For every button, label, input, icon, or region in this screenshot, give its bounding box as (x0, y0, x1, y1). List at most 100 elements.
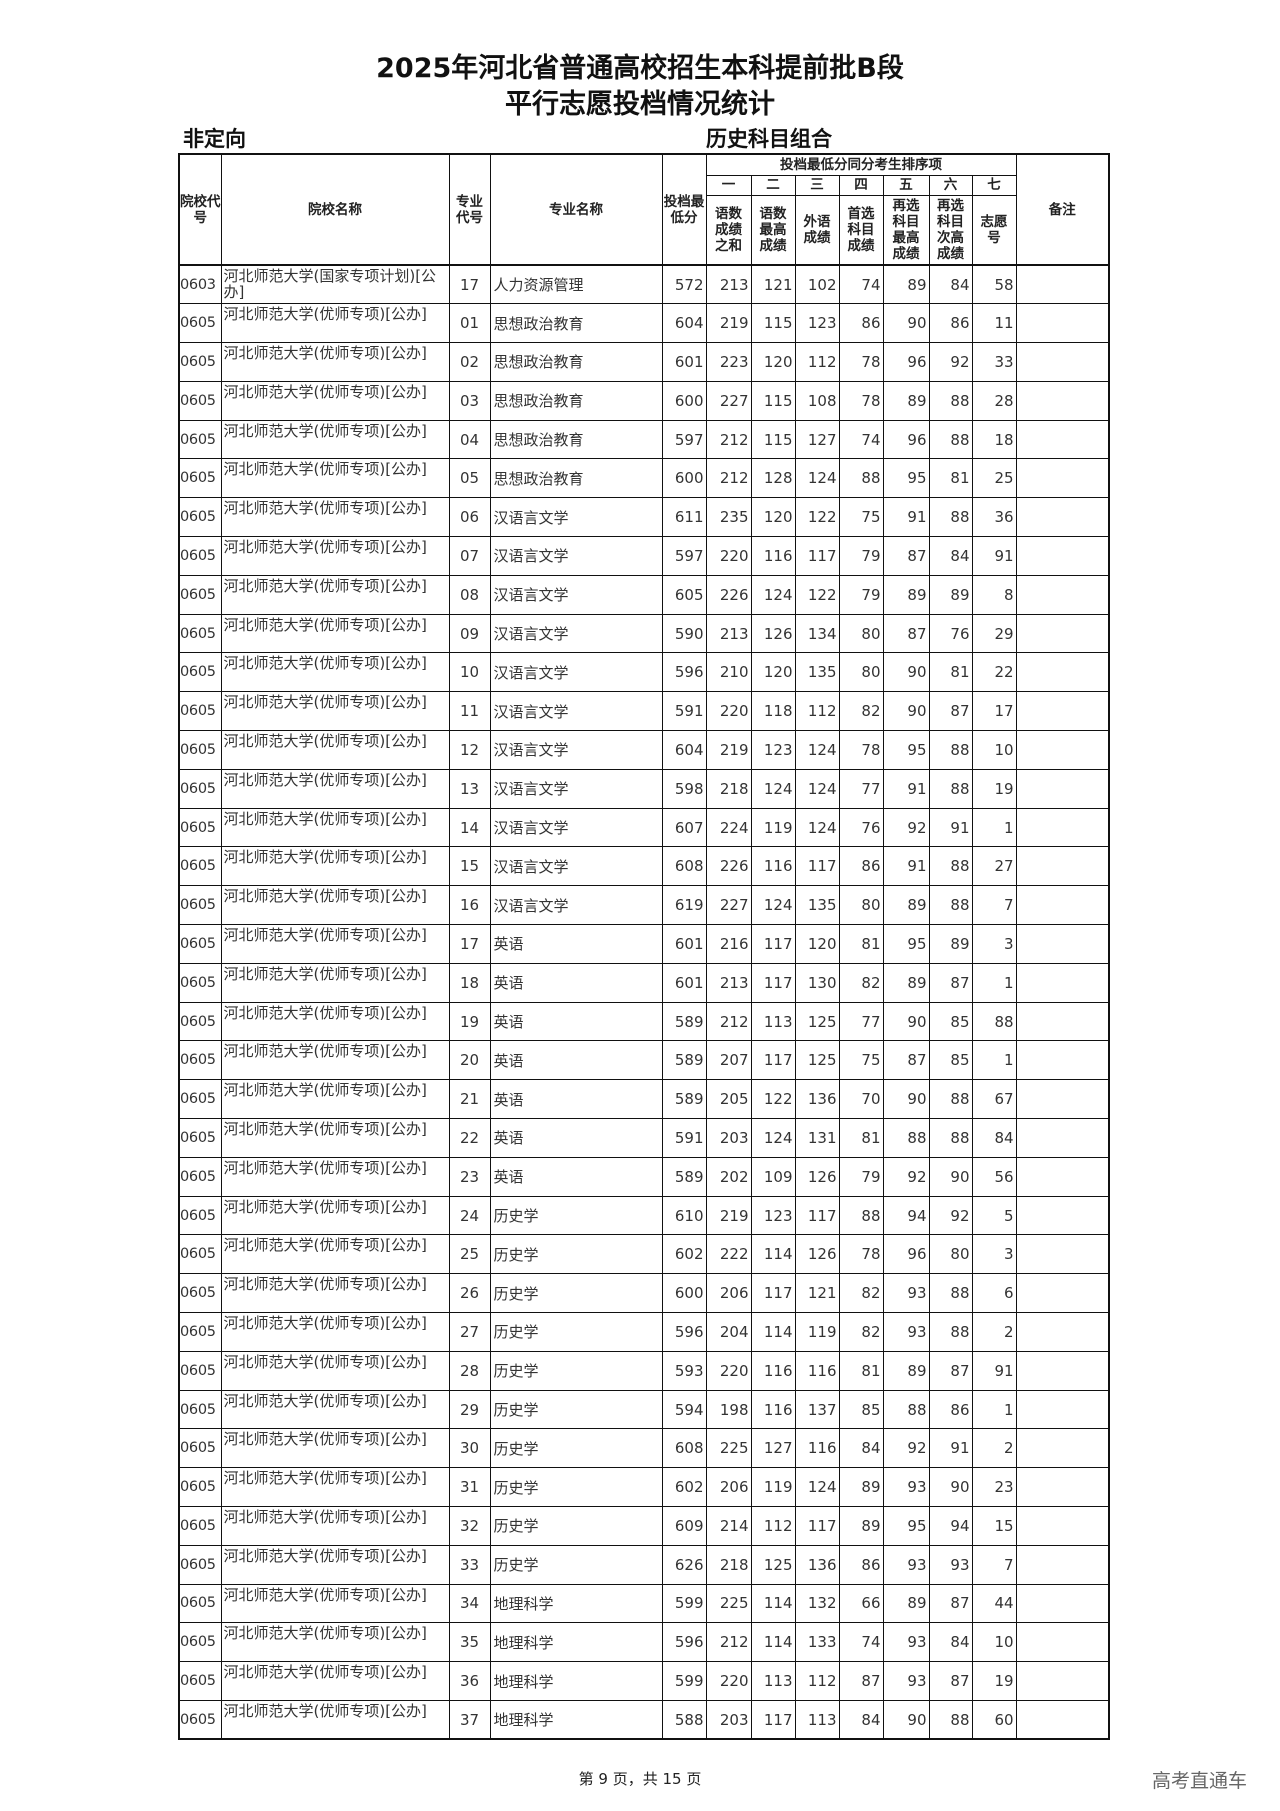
second-subject-second-cell: 88 (928, 1699, 973, 1740)
school-code-cell: 0605 (178, 342, 222, 382)
first-subject-cell: 84 (838, 1428, 884, 1469)
preference-number-cell: 2 (971, 1312, 1017, 1352)
remarks-cell (1015, 807, 1110, 848)
chinese-math-sum-cell: 206 (705, 1467, 752, 1507)
preference-number-cell: 7 (971, 1544, 1017, 1585)
school-name-cell: 河北师范大学(优师专项)[公办] (220, 924, 450, 964)
major-name-cell: 汉语言文学 (489, 807, 663, 848)
second-subject-second-cell: 94 (928, 1506, 973, 1546)
remarks-cell (1015, 1622, 1110, 1663)
foreign-language-cell: 126 (794, 1234, 840, 1275)
chinese-math-max-cell: 124 (750, 1118, 796, 1158)
school-code-cell: 0605 (178, 924, 222, 964)
chinese-math-sum-cell: 226 (705, 846, 752, 887)
second-subject-second-cell: 92 (928, 342, 973, 382)
school-code-cell: 0605 (178, 1234, 222, 1275)
preference-number-cell: 7 (971, 885, 1017, 926)
first-subject-cell: 82 (838, 691, 884, 732)
second-subject-second-cell: 88 (928, 419, 973, 460)
second-subject-second-cell: 87 (928, 962, 973, 1003)
second-subject-second-cell: 88 (928, 885, 973, 926)
min-score-cell: 602 (661, 1467, 707, 1507)
major-code-cell: 08 (448, 574, 491, 615)
second-subject-max-cell: 92 (882, 807, 930, 848)
first-subject-cell: 81 (838, 1118, 884, 1158)
foreign-language-cell: 117 (794, 536, 840, 576)
second-subject-second-cell: 92 (928, 1195, 973, 1236)
second-subject-max-cell: 89 (882, 264, 930, 305)
major-code-cell: 06 (448, 497, 491, 538)
second-subject-max-cell: 93 (882, 1661, 930, 1701)
header-order-2: 二 (750, 174, 796, 196)
school-code-cell: 0603 (178, 264, 222, 305)
chinese-math-max-cell: 117 (750, 1699, 796, 1740)
first-subject-cell: 81 (838, 924, 884, 964)
first-subject-cell: 75 (838, 1040, 884, 1081)
school-code-cell: 0605 (178, 497, 222, 538)
min-score-cell: 608 (661, 1428, 707, 1469)
second-subject-max-cell: 90 (882, 1001, 930, 1042)
chinese-math-sum-cell: 210 (705, 652, 752, 693)
table-row: 0605 河北师范大学(优师专项)[公办] 28 历史学 593 220 116 116 81 8… (178, 1350, 1110, 1391)
subject-combination-label: 历史科目组合 (706, 127, 832, 151)
preference-number-cell: 5 (971, 1195, 1017, 1236)
min-score-cell: 604 (661, 303, 707, 344)
school-name-cell: 河北师范大学(优师专项)[公办] (220, 962, 450, 1003)
preference-number-cell: 23 (971, 1467, 1017, 1507)
major-code-cell: 34 (448, 1583, 491, 1624)
header-tie-break-2: 语数最高成绩 (750, 194, 796, 266)
second-subject-second-cell: 88 (928, 846, 973, 887)
remarks-cell (1015, 536, 1110, 576)
second-subject-max-cell: 87 (882, 1040, 930, 1081)
table-row: 0605 河北师范大学(优师专项)[公办] 37 地理科学 588 203 117 113 84… (178, 1699, 1110, 1740)
second-subject-max-cell: 91 (882, 846, 930, 887)
school-name-cell: 河北师范大学(优师专项)[公办] (220, 1389, 450, 1430)
chinese-math-max-cell: 114 (750, 1312, 796, 1352)
table-body: 0603 河北师范大学(国家专项计划)[公办] 17 人力资源管理 572 213 121 1… (178, 264, 1110, 1740)
major-name-cell: 历史学 (489, 1234, 663, 1275)
chinese-math-max-cell: 115 (750, 419, 796, 460)
second-subject-second-cell: 91 (928, 1428, 973, 1469)
major-name-cell: 地理科学 (489, 1583, 663, 1624)
table-row: 0605 河北师范大学(优师专项)[公办] 11 汉语言文学 591 220 118 112 8… (178, 691, 1110, 732)
major-code-cell: 17 (448, 264, 491, 305)
header-major-code: 专业代号 (448, 153, 491, 266)
remarks-cell (1015, 691, 1110, 732)
school-name-cell: 河北师范大学(国家专项计划)[公办] (220, 264, 450, 305)
min-score-cell: 588 (661, 1699, 707, 1740)
school-code-cell: 0605 (178, 380, 222, 421)
first-subject-cell: 89 (838, 1467, 884, 1507)
major-name-cell: 历史学 (489, 1506, 663, 1546)
major-name-cell: 汉语言文学 (489, 885, 663, 926)
foreign-language-cell: 122 (794, 497, 840, 538)
min-score-cell: 608 (661, 846, 707, 887)
major-code-cell: 37 (448, 1699, 491, 1740)
min-score-cell: 609 (661, 1506, 707, 1546)
first-subject-cell: 74 (838, 264, 884, 305)
min-score-cell: 596 (661, 652, 707, 693)
table-row: 0605 河北师范大学(优师专项)[公办] 22 英语 591 203 124 131 81 88… (178, 1118, 1110, 1158)
preference-number-cell: 58 (971, 264, 1017, 305)
min-score-cell: 597 (661, 536, 707, 576)
table-row: 0605 河北师范大学(优师专项)[公办] 35 地理科学 596 212 114 133 74… (178, 1622, 1110, 1663)
major-name-cell: 思想政治教育 (489, 419, 663, 460)
remarks-cell (1015, 1506, 1110, 1546)
school-name-cell: 河北师范大学(优师专项)[公办] (220, 652, 450, 693)
preference-number-cell: 28 (971, 380, 1017, 421)
remarks-cell (1015, 1544, 1110, 1585)
first-subject-cell: 84 (838, 1699, 884, 1740)
second-subject-second-cell: 81 (928, 458, 973, 499)
remarks-cell (1015, 1118, 1110, 1158)
preference-number-cell: 11 (971, 303, 1017, 344)
header-tie-break-4: 首选科目成绩 (838, 194, 884, 266)
table-row: 0605 河北师范大学(优师专项)[公办] 36 地理科学 599 220 113 112 87… (178, 1661, 1110, 1701)
preference-number-cell: 15 (971, 1506, 1017, 1546)
major-code-cell: 07 (448, 536, 491, 576)
second-subject-second-cell: 88 (928, 497, 973, 538)
first-subject-cell: 70 (838, 1079, 884, 1120)
chinese-math-max-cell: 124 (750, 768, 796, 809)
min-score-cell: 601 (661, 962, 707, 1003)
chinese-math-max-cell: 116 (750, 1389, 796, 1430)
preference-number-cell: 2 (971, 1428, 1017, 1469)
preference-number-cell: 1 (971, 807, 1017, 848)
